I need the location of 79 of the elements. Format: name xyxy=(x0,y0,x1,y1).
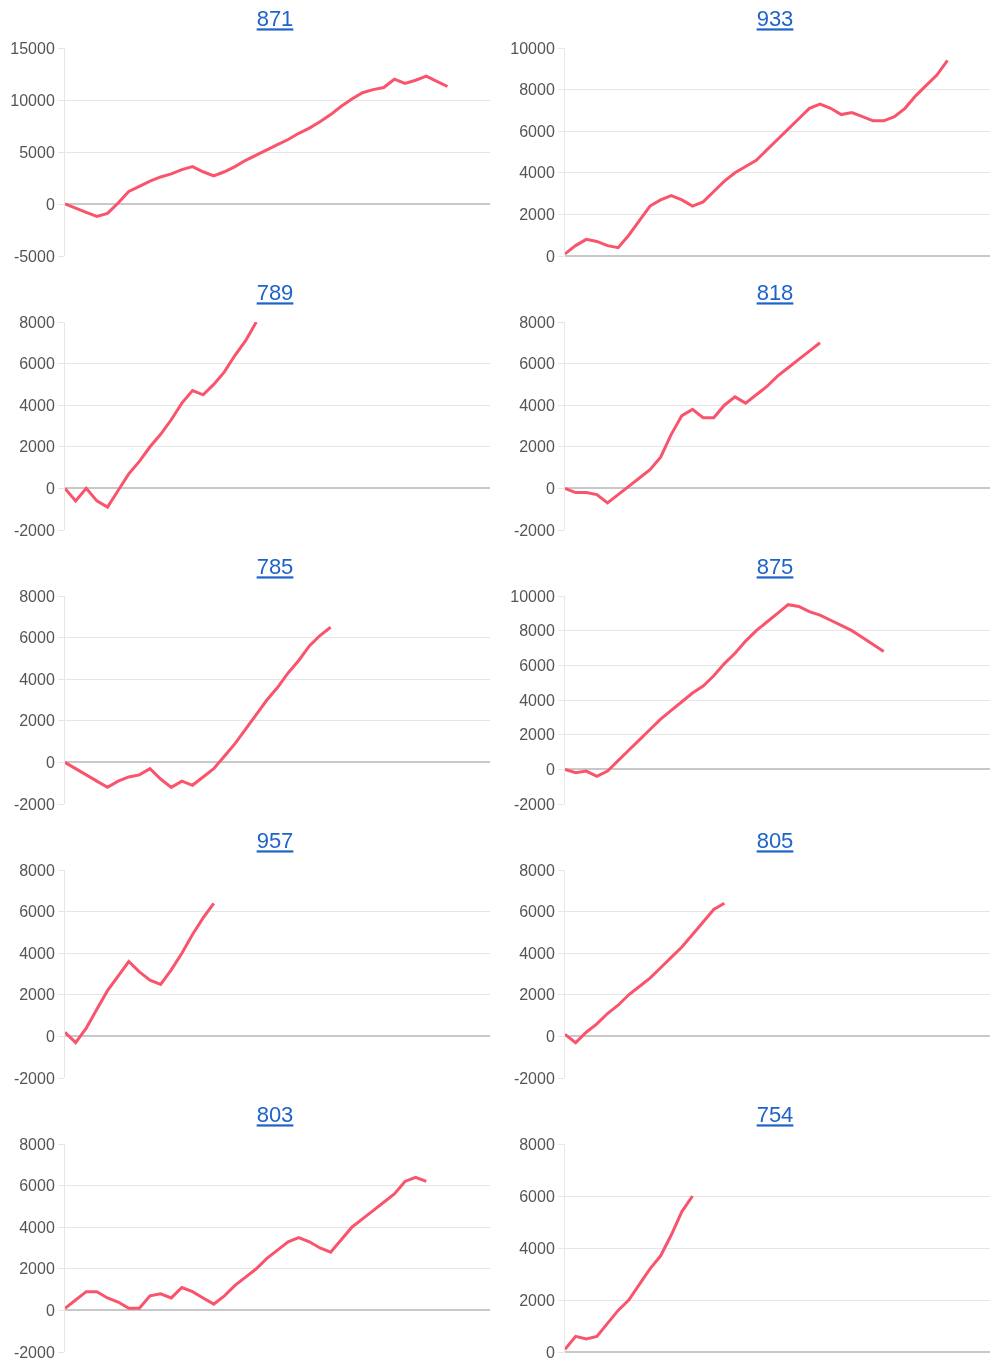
y-tick-label: 8000 xyxy=(519,1135,555,1153)
y-tick-label: 4000 xyxy=(19,670,55,688)
y-tick-label: 2000 xyxy=(519,206,555,223)
y-tick-label: 8000 xyxy=(19,861,55,879)
y-tick-label: 6000 xyxy=(519,122,555,140)
y-tick-label: 6000 xyxy=(519,1187,555,1205)
y-tick-label: 6000 xyxy=(519,355,555,373)
y-tick-label: 0 xyxy=(545,760,555,778)
y-tick-label: 2000 xyxy=(519,438,555,456)
y-tick-label: 8000 xyxy=(519,861,555,879)
y-tick-label: 6000 xyxy=(19,629,55,647)
chart-title: 789 xyxy=(256,280,294,306)
line-series xyxy=(565,1194,694,1351)
y-tick-label: 8000 xyxy=(19,1135,55,1153)
y-tick-label: 2000 xyxy=(19,438,55,456)
line-series xyxy=(565,603,886,778)
y-tick-label: 0 xyxy=(45,480,55,497)
line-series xyxy=(65,74,449,218)
y-tick-label: 2000 xyxy=(19,1260,55,1278)
y-tick-label: 0 xyxy=(545,247,555,265)
y-tick-label: 8000 xyxy=(519,313,555,331)
y-tick-label: -2000 xyxy=(13,1069,55,1087)
chart-title: 957 xyxy=(256,828,294,854)
y-tick-label: -5000 xyxy=(13,247,55,265)
y-tick-label: -2000 xyxy=(13,795,55,813)
line-series xyxy=(565,901,726,1045)
y-tick-label: 4000 xyxy=(19,396,55,414)
y-tick-label: 4000 xyxy=(19,1218,55,1236)
y-tick-label: 8000 xyxy=(19,587,55,605)
chart-title: 871 xyxy=(256,6,294,32)
chart-title: 754 xyxy=(756,1102,794,1128)
y-tick-label: 2000 xyxy=(19,712,55,730)
y-tick-label: 6000 xyxy=(519,903,555,921)
y-tick-label: 10000 xyxy=(510,587,555,605)
y-tick-label: 6000 xyxy=(519,656,555,674)
y-tick-label: 10000 xyxy=(10,91,55,109)
y-tick-label: -2000 xyxy=(13,1343,55,1361)
y-tick-label: 10000 xyxy=(510,39,555,57)
line-series xyxy=(65,322,258,509)
y-tick-label: 8000 xyxy=(19,313,55,331)
y-tick-label: 2000 xyxy=(519,986,555,1004)
y-tick-label: 0 xyxy=(545,1343,555,1361)
y-tick-label: 8000 xyxy=(519,81,555,99)
y-tick-label: 6000 xyxy=(19,903,55,921)
y-tick-label: 0 xyxy=(45,1302,55,1319)
chart-title: 875 xyxy=(756,554,794,580)
chart-title: 785 xyxy=(256,554,294,580)
line-series xyxy=(565,58,949,256)
y-tick-label: 4000 xyxy=(519,691,555,709)
y-tick-label: 0 xyxy=(545,1028,555,1045)
y-tick-label: 15000 xyxy=(10,39,55,57)
y-tick-label: 4000 xyxy=(519,396,555,414)
y-tick-label: 0 xyxy=(45,1028,55,1045)
y-tick-label: 4000 xyxy=(519,944,555,962)
chart-title: 818 xyxy=(756,280,794,306)
y-tick-label: 0 xyxy=(45,754,55,771)
y-tick-label: -2000 xyxy=(513,1069,555,1087)
y-tick-label: 6000 xyxy=(19,355,55,373)
y-tick-label: 2000 xyxy=(519,1291,555,1309)
y-tick-label: -2000 xyxy=(513,795,555,813)
line-series xyxy=(565,341,822,505)
y-tick-label: 2000 xyxy=(519,726,555,744)
y-tick-label: 6000 xyxy=(19,1177,55,1195)
y-tick-label: 5000 xyxy=(19,143,55,161)
chart-title: 803 xyxy=(256,1102,294,1128)
y-tick-label: 4000 xyxy=(519,1239,555,1257)
y-tick-label: 4000 xyxy=(19,944,55,962)
y-tick-label: -2000 xyxy=(513,521,555,539)
y-tick-label: 8000 xyxy=(519,622,555,640)
y-tick-label: 0 xyxy=(45,195,55,213)
chart-title: 805 xyxy=(756,828,794,854)
y-tick-label: 4000 xyxy=(519,164,555,182)
y-tick-label: -2000 xyxy=(13,521,55,539)
chart-title: 933 xyxy=(756,6,794,32)
line-series xyxy=(65,625,333,789)
line-series xyxy=(65,901,216,1045)
y-tick-label: 2000 xyxy=(19,986,55,1004)
y-tick-label: 0 xyxy=(545,480,555,497)
line-series xyxy=(65,1175,428,1310)
